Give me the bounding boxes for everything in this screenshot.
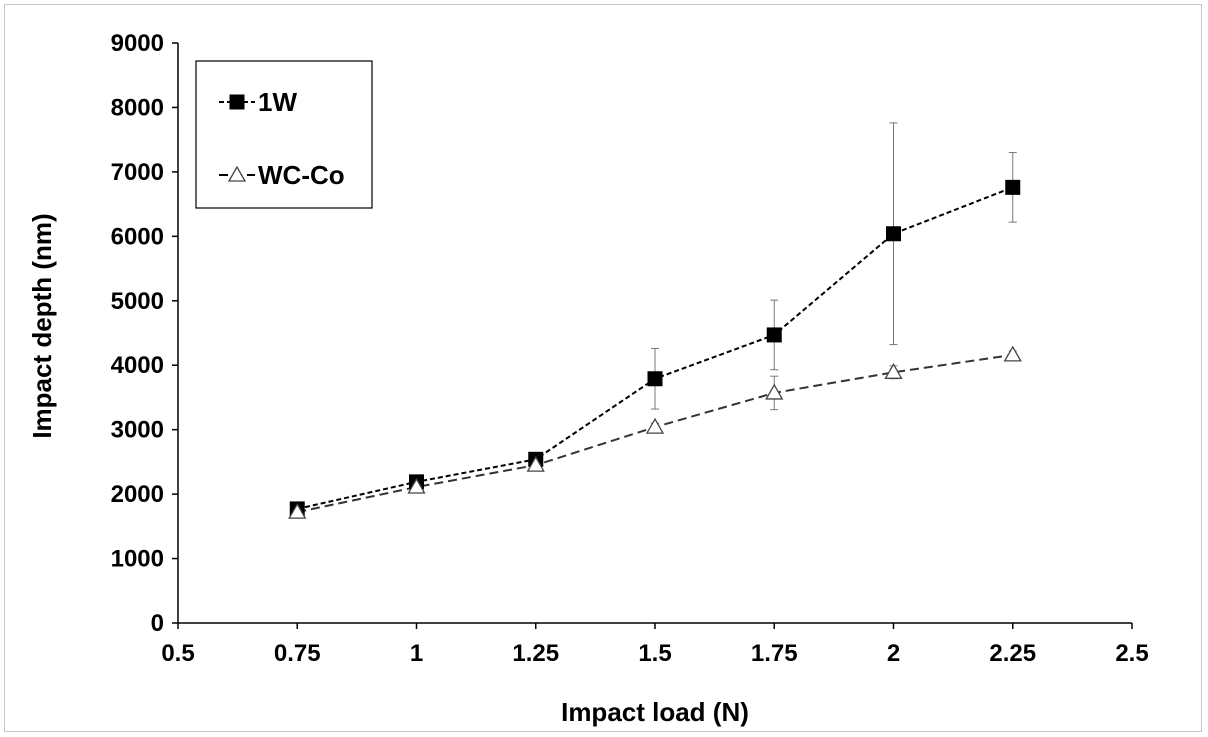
x-tick-label: 1.75 — [751, 640, 798, 667]
chart-frame: 0 1000 2000 3000 4000 5000 6000 7000 8000 9000 0.5… — [4, 4, 1202, 732]
x-tick-label: 2 — [887, 640, 900, 667]
x-tick-label: 2.5 — [1115, 640, 1148, 667]
legend-label-wc-co: WC-Co — [258, 160, 345, 190]
x-tick-label: 0.75 — [274, 640, 321, 667]
data-point-wc-co — [765, 383, 784, 400]
x-axis-title: Impact load (N) — [561, 697, 749, 727]
y-tick-label: 7000 — [111, 159, 164, 186]
y-tick-label: 6000 — [111, 223, 164, 250]
y-tick-label: 8000 — [111, 94, 164, 121]
y-tick-label: 4000 — [111, 352, 164, 379]
legend-box — [195, 60, 373, 209]
error-bars — [293, 122, 1017, 515]
y-tick-label: 9000 — [111, 30, 164, 57]
data-point-1w — [766, 327, 782, 343]
data-point-1w — [886, 226, 901, 242]
x-tick-label: 1.5 — [638, 640, 671, 667]
data-point-1w — [1005, 179, 1021, 195]
y-tick-label: 2000 — [111, 481, 164, 508]
y-tick-label: 0 — [151, 610, 164, 637]
y-tick-label: 3000 — [111, 417, 164, 444]
legend-marker-wc-co — [227, 165, 247, 182]
data-point-wc-co — [526, 455, 545, 472]
line-chart: 0 1000 2000 3000 4000 5000 6000 7000 8000 9000 0.5… — [27, 30, 1149, 727]
x-tick-label: 1.25 — [512, 640, 559, 667]
x-tick-label: 2.25 — [989, 640, 1036, 667]
data-point-wc-co — [645, 417, 665, 434]
x-tick-label: 1 — [410, 640, 423, 667]
legend: 1W WC-Co — [195, 60, 373, 209]
y-axis-title: Impact depth (nm) — [27, 213, 57, 438]
data-point-wc-co — [884, 363, 903, 379]
x-tick-label: 0.5 — [161, 640, 194, 667]
data-point-wc-co — [407, 477, 426, 494]
y-tick-label: 1000 — [111, 546, 164, 573]
legend-label-1w: 1W — [258, 87, 297, 117]
legend-marker-1w — [229, 94, 245, 110]
axes: 0 1000 2000 3000 4000 5000 6000 7000 8000 9000 0.5… — [111, 30, 1149, 667]
data-point-wc-co — [1003, 345, 1022, 362]
series-markers — [288, 179, 1022, 519]
data-point-1w — [647, 371, 663, 387]
data-point-wc-co — [288, 502, 307, 519]
y-tick-label: 5000 — [111, 288, 164, 315]
